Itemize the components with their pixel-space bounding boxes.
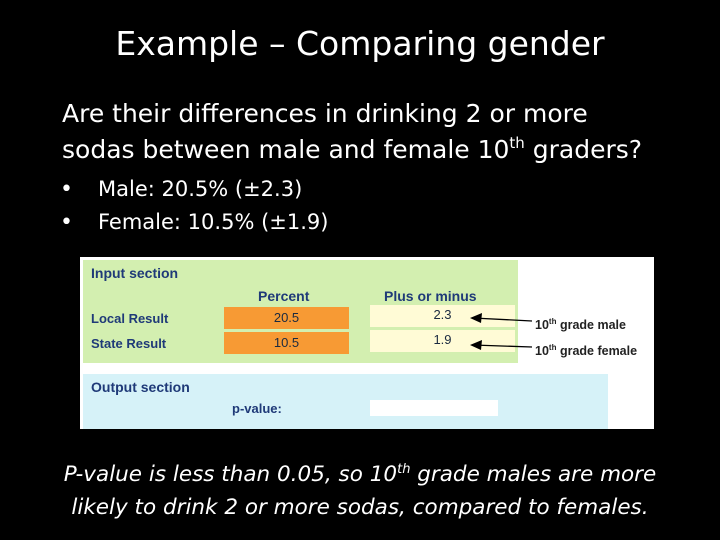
arrow-male-line <box>472 317 533 322</box>
arrow-label-male-num: 10 <box>535 318 549 332</box>
output-section <box>83 374 608 429</box>
bullet-dot-icon: • <box>60 177 73 202</box>
arrow-female-head-icon <box>470 340 482 350</box>
state-percent-cell[interactable]: 10.5 <box>224 332 349 354</box>
input-section-title: Input section <box>91 265 179 281</box>
arrow-male-head-icon <box>470 313 482 323</box>
arrows-overlay <box>470 313 533 350</box>
bullet-dot-icon: • <box>60 210 73 235</box>
conclusion-line-2: likely to drink 2 or more sodas, compare… <box>71 495 649 520</box>
conclusion-text: P-value is less than 0.05, so 10th grade… <box>0 458 720 524</box>
bullet-text-female: Female: 10.5% (±1.9) <box>98 210 329 234</box>
arrow-label-female-num: 10 <box>535 344 549 358</box>
question-line-1: Are their differences in drinking 2 or m… <box>62 99 588 128</box>
question-line-2: sodas between male and female 10th grade… <box>62 132 702 168</box>
bullet-item-female: • Female: 10.5% (±1.9) <box>60 206 328 239</box>
bullet-item-male: • Male: 20.5% (±2.3) <box>60 173 328 206</box>
arrow-label-female: 10th grade female <box>535 343 638 359</box>
conclusion-line-1-pre: P-value is less than 0.05, so 10 <box>63 462 398 487</box>
conclusion-line-1: P-value is less than 0.05, so 10th grade… <box>0 458 720 491</box>
slide-title: Example – Comparing gender <box>115 24 605 63</box>
question-line-2-post: graders? <box>524 135 643 164</box>
arrow-label-male-text: grade male <box>556 318 626 332</box>
calculator-screenshot: Input section Percent Plus or minus Loca… <box>80 257 654 429</box>
bullet-list: • Male: 20.5% (±2.3) • Female: 10.5% (±1… <box>60 173 328 239</box>
output-section-title: Output section <box>91 379 190 395</box>
bullet-text-male: Male: 20.5% (±2.3) <box>98 177 303 201</box>
p-value-field[interactable] <box>370 400 498 416</box>
arrow-label-male-sup: th <box>548 317 557 326</box>
arrow-label-female-sup: th <box>548 343 557 352</box>
p-value-label: p-value: <box>232 401 282 416</box>
question-text: Are their differences in drinking 2 or m… <box>62 96 702 168</box>
question-ordinal-sup: th <box>509 134 525 152</box>
question-line-2-pre: sodas between male and female 10 <box>62 135 510 164</box>
conclusion-ordinal-sup: th <box>397 462 411 477</box>
arrow-label-male: 10th grade male <box>535 317 626 333</box>
conclusion-line-1-post: grade males are more <box>410 462 657 487</box>
percent-header: Percent <box>258 288 310 304</box>
local-result-label: Local Result <box>91 311 169 326</box>
state-result-label: State Result <box>91 336 167 351</box>
local-percent-cell[interactable]: 20.5 <box>224 307 349 329</box>
arrow-label-female-text: grade female <box>556 344 638 358</box>
plus-minus-header: Plus or minus <box>384 288 477 304</box>
arrow-female-line <box>472 344 533 348</box>
